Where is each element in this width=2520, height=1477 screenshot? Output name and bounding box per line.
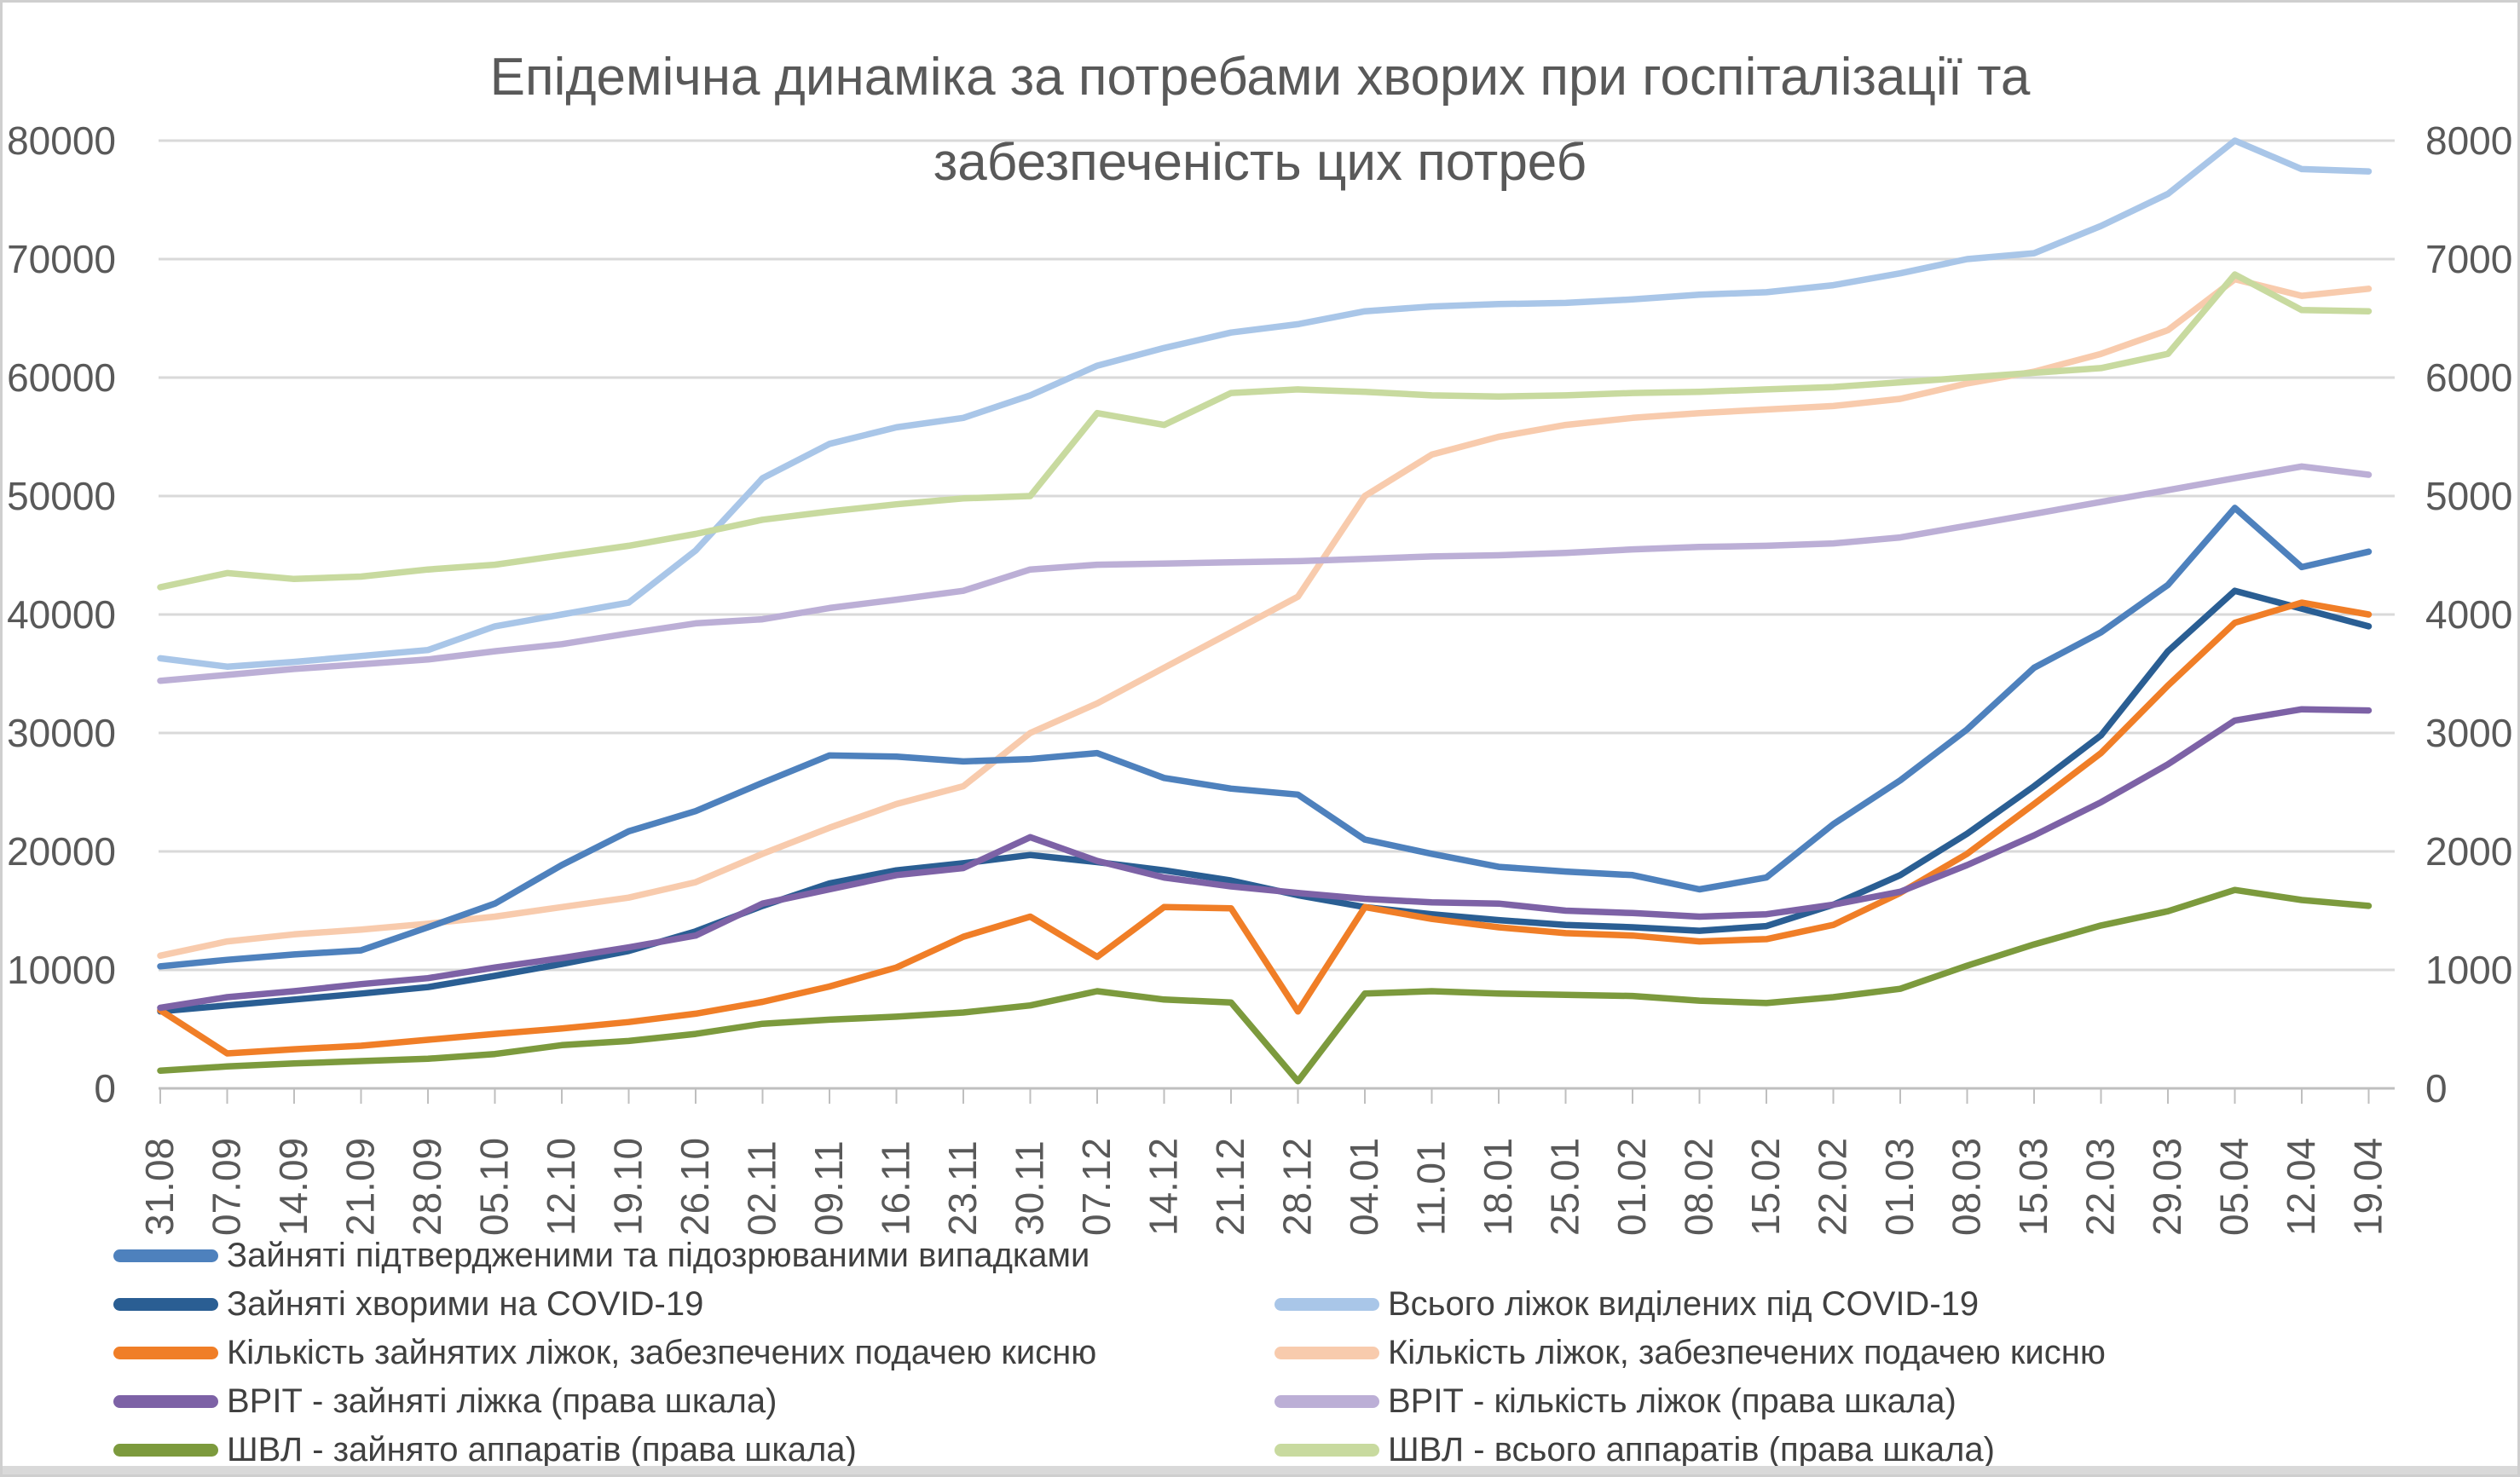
x-axis-label: 01.02 [1610,1138,1654,1236]
legend-swatch [113,1346,218,1359]
legend-item: Кількість зайнятих ліжок, забезпечених п… [113,1334,1096,1371]
y-axis-left-label: 50000 [7,474,116,518]
y-axis-right-label: 7000 [2425,237,2512,281]
x-axis-label: 07.09 [205,1138,249,1236]
x-axis-label: 05.04 [2212,1138,2257,1236]
legend-item: Зайняті підтвердженими та підозрюваними … [113,1237,1089,1274]
legend-swatch [1274,1297,1379,1311]
x-axis-label: 29.03 [2145,1138,2189,1236]
legend-label: ШВЛ - всього аппаратів (права шкала) [1388,1431,1995,1468]
legend-swatch [113,1394,218,1408]
y-axis-left-label: 20000 [7,829,116,874]
x-axis-label: 16.11 [874,1140,918,1236]
legend-swatch [113,1249,218,1262]
x-axis-label: 11.01 [1409,1140,1454,1236]
legend-label: Зайняті хворими на COVID-19 [227,1285,704,1323]
x-axis-label: 30.11 [1008,1140,1052,1236]
series-line [157,886,2373,1085]
legend-swatch [1274,1443,1379,1457]
legend-label: Кількість ліжок, забезпечених подачею ки… [1388,1334,2106,1371]
y-axis-left-label: 80000 [7,118,116,163]
window-bottom-edge [3,1466,2517,1474]
y-axis-left-label: 70000 [7,237,116,281]
legend-swatch [1274,1394,1379,1408]
legend-item: ВРІТ - зайняті ліжка (права шкала) [113,1382,777,1420]
x-axis-label: 21.12 [1208,1138,1252,1236]
legend-item: Зайняті хворими на COVID-19 [113,1285,703,1323]
legend-swatch [113,1297,218,1311]
legend-label: Зайняті підтвердженими та підозрюваними … [227,1237,1090,1274]
x-axis-label: 21.09 [338,1138,383,1236]
x-axis-label: 14.09 [271,1138,315,1236]
x-axis-label: 23.11 [940,1140,985,1236]
y-axis-left-label: 40000 [7,592,116,637]
legend-label: ВРІТ - кількість ліжок (права шкала) [1388,1382,1956,1420]
y-axis-right-label: 8000 [2425,118,2512,163]
plot-area: 80000 8000 70000 7000 60000 6000 50000 5000 4000… [7,118,2512,1236]
series-line [157,275,2373,960]
x-axis-label: 07.12 [1074,1138,1118,1236]
chart-title-line2: забезпеченість цих потреб [933,133,1587,193]
y-axis-right-label: 6000 [2425,355,2512,400]
legend-label: Всього ліжок виділених під COVID-19 [1388,1285,1980,1323]
y-axis-right-label: 1000 [2425,948,2512,992]
legend-swatch [1274,1346,1379,1359]
y-axis-right-label: 2000 [2425,829,2512,874]
legend-item: ШВЛ - зайнято аппаратів (права шкала) [113,1431,857,1468]
y-axis-right-label: 0 [2425,1066,2448,1111]
series-line [157,271,2373,591]
x-axis-label: 22.03 [2078,1138,2123,1236]
x-axis-label: 26.10 [673,1138,717,1236]
x-axis-label: 19.10 [606,1138,650,1236]
x-axis-label: 25.01 [1543,1138,1587,1236]
x-axis-label: 08.02 [1677,1138,1721,1236]
y-axis-right-label: 3000 [2425,711,2512,755]
legend-item: ВРІТ - кількість ліжок (права шкала) [1274,1382,1956,1420]
x-axis-label: 18.01 [1476,1138,1520,1236]
series-line [157,706,2373,1012]
legend-label: ВРІТ - зайняті ліжка (права шкала) [227,1382,777,1420]
y-axis-right-label: 5000 [2425,474,2512,518]
series-line [157,505,2373,970]
x-axis-label: 28.09 [405,1138,449,1236]
x-axis-label: 04.01 [1342,1138,1386,1236]
y-axis-right-label: 4000 [2425,592,2512,637]
x-axis-label: 22.02 [1811,1138,1855,1236]
y-axis-left-label: 10000 [7,948,116,992]
x-axis-label: 28.12 [1275,1138,1320,1236]
x-axis-label: 31.08 [137,1138,182,1236]
x-axis-label: 15.02 [1743,1138,1788,1236]
series-line [157,599,2373,1057]
chart-title: Епідемічна динаміка за потребами хворих … [3,35,2517,206]
x-axis-label: 05.10 [472,1138,517,1236]
y-axis-left-label: 0 [94,1066,116,1111]
chart-title-line1: Епідемічна динаміка за потребами хворих … [489,48,2031,107]
legend-item: Всього ліжок виділених під COVID-19 [1274,1285,1979,1323]
legend-item: ШВЛ - всього аппаратів (права шкала) [1274,1431,1995,1468]
legend-label: ШВЛ - зайнято аппаратів (права шкала) [227,1431,857,1468]
x-axis-label: 12.04 [2279,1138,2323,1236]
legend-label: Кількість зайнятих ліжок, забезпечених п… [227,1334,1097,1371]
series-line [157,137,2373,670]
x-axis-label: 02.11 [740,1140,784,1236]
legend-swatch [113,1443,218,1457]
y-axis-left-label: 60000 [7,355,116,400]
x-axis-label: 01.03 [1877,1138,1922,1236]
series-line [157,463,2373,684]
x-axis-label: 14.12 [1142,1138,1186,1236]
y-axis-left-label: 30000 [7,711,116,755]
x-axis-label: 08.03 [1945,1138,1989,1236]
x-axis-label: 19.04 [2346,1138,2390,1236]
legend-item: Кількість ліжок, забезпечених подачею ки… [1274,1334,2106,1371]
x-axis-label: 12.10 [539,1138,583,1236]
x-axis-label: 15.03 [2011,1138,2055,1236]
x-axis-label: 09.11 [806,1140,851,1236]
